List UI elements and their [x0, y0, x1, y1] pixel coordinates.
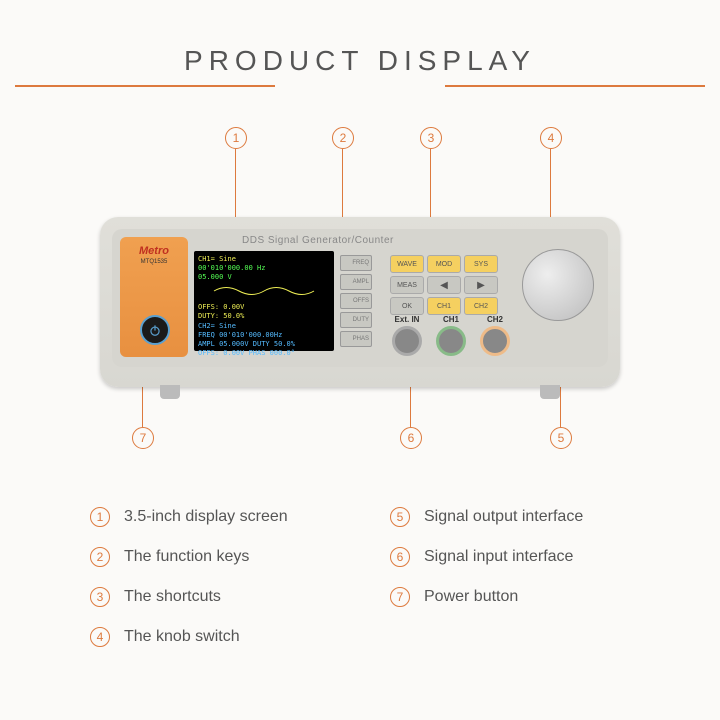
sine-wave-icon	[198, 284, 330, 298]
legend-num: 1	[90, 507, 110, 527]
key-arrow[interactable]: ◀	[427, 276, 461, 294]
bnc-connector-icon	[392, 326, 422, 356]
function-key-duty[interactable]: DUTY	[340, 312, 372, 328]
legend-item-6: 6 Signal input interface	[390, 547, 630, 567]
function-key-phas[interactable]: PHAS	[340, 331, 372, 347]
legend-item-2: 2 The function keys	[90, 547, 330, 567]
legend-item-5: 5 Signal output interface	[390, 507, 630, 527]
legend-item-4: 4 The knob switch	[90, 627, 330, 647]
page-title: PRODUCT DISPLAY	[0, 45, 720, 77]
bnc-connector-icon	[480, 326, 510, 356]
legend-item-3: 3 The shortcuts	[90, 587, 330, 607]
lcd-screen: CH1= Sine 00'010'000.00 Hz 05.000 V OFFS…	[194, 251, 334, 351]
brand-panel: Metro MTQ1535	[120, 237, 188, 357]
callout-6: 6	[400, 427, 422, 449]
device-body: DDS Signal Generator/Counter Metro MTQ15…	[100, 217, 620, 387]
model-number: MTQ1535	[120, 259, 188, 265]
legend-num: 4	[90, 627, 110, 647]
function-key-offs[interactable]: OFFS	[340, 293, 372, 309]
power-button[interactable]	[140, 315, 170, 345]
key-MOD[interactable]: MOD	[427, 255, 461, 273]
legend: 1 3.5-inch display screen 2 The function ke…	[0, 457, 720, 667]
callout-7: 7	[132, 427, 154, 449]
brand-logo: Metro	[120, 245, 188, 257]
callout-3: 3	[420, 127, 442, 149]
ports-row: Ext. IN CH1 CH2	[392, 315, 510, 361]
legend-num: 5	[390, 507, 410, 527]
function-key-ampl[interactable]: AMPL	[340, 274, 372, 290]
legend-item-1: 1 3.5-inch display screen	[90, 507, 330, 527]
port-label: CH2	[480, 315, 510, 324]
legend-num: 6	[390, 547, 410, 567]
key-MEAS[interactable]: MEAS	[390, 276, 424, 294]
legend-text: The function keys	[124, 548, 249, 566]
port-label: CH1	[436, 315, 466, 324]
port-ch1[interactable]: CH1	[436, 315, 466, 361]
power-icon	[148, 323, 162, 337]
legend-text: The shortcuts	[124, 588, 221, 606]
port-ext[interactable]: Ext. IN	[392, 315, 422, 361]
bnc-connector-icon	[436, 326, 466, 356]
legend-text: The knob switch	[124, 628, 240, 646]
key-CH2[interactable]: CH2	[464, 297, 498, 315]
port-ch2[interactable]: CH2	[480, 315, 510, 361]
callout-4: 4	[540, 127, 562, 149]
function-key-freq[interactable]: FREQ	[340, 255, 372, 271]
legend-text: Signal output interface	[424, 508, 583, 526]
device-diagram: 1234567 DDS Signal Generator/Counter Met…	[0, 177, 720, 457]
port-label: Ext. IN	[392, 315, 422, 324]
callout-1: 1	[225, 127, 247, 149]
key-arrow[interactable]: ▶	[464, 276, 498, 294]
key-OK[interactable]: OK	[390, 297, 424, 315]
key-SYS[interactable]: SYS	[464, 255, 498, 273]
title-underline	[0, 85, 720, 87]
function-keys: FREQ AMPL OFFS DUTY PHAS	[340, 255, 382, 350]
legend-num: 7	[390, 587, 410, 607]
legend-num: 3	[90, 587, 110, 607]
device-title: DDS Signal Generator/Counter	[242, 235, 394, 246]
callout-2: 2	[332, 127, 354, 149]
legend-item-7: 7 Power button	[390, 587, 630, 607]
legend-num: 2	[90, 547, 110, 567]
knob-switch[interactable]	[522, 249, 594, 321]
key-WAVE[interactable]: WAVE	[390, 255, 424, 273]
legend-text: Signal input interface	[424, 548, 573, 566]
legend-text: Power button	[424, 588, 518, 606]
key-CH1[interactable]: CH1	[427, 297, 461, 315]
callout-5: 5	[550, 427, 572, 449]
legend-text: 3.5-inch display screen	[124, 508, 288, 526]
shortcut-keypad: WAVEMODSYS MEAS◀▶ OKCH1CH2	[390, 255, 502, 318]
